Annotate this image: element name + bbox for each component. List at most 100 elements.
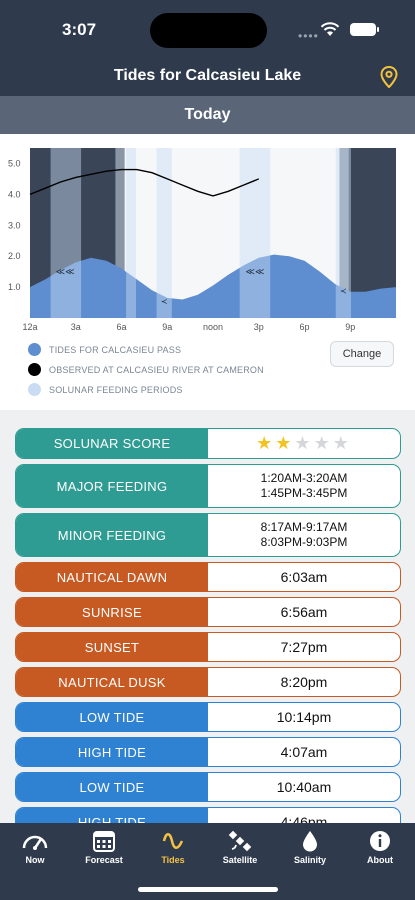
star-filled-icon: ★	[256, 433, 276, 453]
dynamic-island	[150, 13, 267, 48]
high-tide-row: HIGH TIDE 4:07am	[15, 737, 401, 767]
star-empty-icon: ★	[332, 433, 352, 453]
drop-icon	[303, 831, 317, 852]
major-feeding-time-2: 1:45PM-3:45PM	[260, 486, 348, 500]
row-value: 6:56am	[280, 604, 328, 620]
tab-label: Now	[25, 855, 45, 865]
star-empty-icon: ★	[294, 433, 314, 453]
nautical-dawn-row: NAUTICAL DAWN 6:03am	[15, 562, 401, 592]
minor-feeding-time-2: 8:03PM-9:03PM	[260, 535, 348, 549]
y-tick-label: 3.0	[8, 220, 21, 230]
tide-chart: ≪≪ ≺ ≪≪ ≺ 5.0 4.0 3.0 2.0 1.0 12a 3a 6a 9a noon 3p 6p 9p…	[0, 134, 415, 410]
signal-icon: ••••	[298, 29, 319, 43]
solunar-score-row: SOLUNAR SCORE ★★★★★	[15, 428, 401, 459]
legend-label: TIDES FOR CALCASIEU PASS	[49, 344, 182, 355]
tab-label: Tides	[161, 855, 185, 865]
minor-feeding-row: MINOR FEEDING 8:17AM-9:17AM 8:03PM-9:03P…	[15, 513, 401, 557]
solunar-band	[335, 148, 352, 318]
fish-icon: ≪≪	[246, 268, 265, 278]
calendar-icon	[93, 831, 115, 852]
row-label: HIGH TIDE	[16, 808, 208, 823]
fish-icon: ≪≪	[56, 268, 75, 278]
tide-chart-svg: ≪≪ ≺ ≪≪ ≺ 5.0 4.0 3.0 2.0 1.0 12a 3a 6a 9a noon 3p 6p 9p	[8, 148, 396, 332]
status-time: 3:07	[62, 20, 97, 39]
legend-item-tides: TIDES FOR CALCASIEU PASS	[28, 343, 181, 356]
legend-swatch-tides	[28, 343, 41, 356]
tab-about[interactable]: About	[350, 829, 410, 865]
section-divider	[0, 410, 415, 418]
row-value: 6:03am	[280, 569, 328, 585]
tab-forecast[interactable]: Forecast	[74, 829, 134, 865]
wave-icon	[162, 833, 184, 849]
high-tide-row: HIGH TIDE 4:46pm	[15, 807, 401, 823]
row-value: 8:17AM-9:17AM 8:03PM-9:03PM	[208, 514, 400, 556]
nautical-dusk-row: NAUTICAL DUSK 8:20pm	[15, 667, 401, 697]
x-tick-label: noon	[203, 322, 223, 332]
row-value: 1:20AM-3:20AM 1:45PM-3:45PM	[208, 465, 400, 507]
row-value: 10:14pm	[276, 709, 332, 725]
solunar-band	[50, 148, 82, 318]
observed-line	[29, 168, 260, 197]
row-label: LOW TIDE	[16, 773, 208, 801]
day-selector[interactable]: Today	[0, 96, 415, 134]
row-label: HIGH TIDE	[16, 738, 208, 766]
x-tick-label: 6p	[299, 322, 309, 332]
tab-label: Satellite	[222, 855, 258, 865]
fish-icon: ≺	[161, 297, 168, 306]
home-indicator	[138, 887, 278, 892]
tab-label: About	[367, 855, 393, 865]
legend-swatch-observed	[28, 363, 41, 376]
legend-item-solunar: SOLUNAR FEEDING PERIODS	[28, 383, 183, 396]
x-tick-label: 6a	[116, 322, 126, 332]
major-feeding-row: MAJOR FEEDING 1:20AM-3:20AM 1:45PM-3:45P…	[15, 464, 401, 508]
row-value: 4:07am	[280, 744, 328, 760]
tab-tides[interactable]: Tides	[143, 829, 203, 865]
fish-icon: ≺	[340, 286, 347, 295]
row-label: LOW TIDE	[16, 703, 208, 731]
map-pin-icon[interactable]	[380, 66, 398, 88]
sunset-row: SUNSET 7:27pm	[15, 632, 401, 662]
legend-item-observed: OBSERVED AT CALCASIEU RIVER AT CAMERON	[28, 363, 264, 376]
major-feeding-time-1: 1:20AM-3:20AM	[260, 471, 348, 485]
x-tick-label: 9a	[162, 322, 172, 332]
solunar-band	[156, 148, 172, 318]
minor-feeding-time-1: 8:17AM-9:17AM	[260, 520, 348, 534]
battery-icon	[350, 23, 379, 36]
x-tick-label: 9p	[345, 322, 355, 332]
tab-label: Forecast	[85, 855, 123, 865]
row-value: 10:40am	[276, 779, 332, 795]
row-label: NAUTICAL DAWN	[16, 563, 208, 591]
tab-salinity[interactable]: Salinity	[280, 829, 340, 865]
info-list: SOLUNAR SCORE ★★★★★ MAJOR FEEDING 1:20AM…	[0, 418, 415, 823]
y-tick-label: 5.0	[8, 158, 21, 168]
row-label: SOLUNAR SCORE	[16, 429, 208, 458]
star-rating: ★★★★★	[208, 429, 400, 458]
solunar-band	[126, 148, 136, 318]
sunrise-row: SUNRISE 6:56am	[15, 597, 401, 627]
gauge-icon	[22, 835, 48, 850]
twilight-band	[115, 148, 125, 318]
change-button[interactable]: Change	[330, 341, 394, 367]
star-filled-icon: ★	[275, 433, 295, 453]
row-value: 7:27pm	[280, 639, 328, 655]
low-tide-row: LOW TIDE 10:14pm	[15, 702, 401, 732]
app-header: 3:07 •••• Tides for Calcasieu Lake	[0, 0, 415, 96]
star-empty-icon: ★	[313, 433, 333, 453]
tab-label: Salinity	[293, 855, 326, 865]
legend-label: OBSERVED AT CALCASIEU RIVER AT CAMERON	[49, 364, 264, 375]
row-label: MINOR FEEDING	[16, 514, 208, 556]
wifi-icon	[320, 22, 340, 36]
row-label: SUNRISE	[16, 598, 208, 626]
y-tick-label: 4.0	[8, 189, 21, 199]
x-tick-label: 3p	[254, 322, 264, 332]
row-value: 8:20pm	[280, 674, 328, 690]
legend-swatch-solunar	[28, 383, 41, 396]
tab-now[interactable]: Now	[5, 829, 65, 865]
row-label: MAJOR FEEDING	[16, 465, 208, 507]
x-tick-label: 12a	[22, 322, 37, 332]
x-tick-label: 3a	[71, 322, 81, 332]
y-tick-label: 2.0	[8, 251, 21, 261]
info-icon	[370, 831, 390, 851]
tab-satellite[interactable]: Satellite	[210, 829, 270, 865]
low-tide-row: LOW TIDE 10:40am	[15, 772, 401, 802]
